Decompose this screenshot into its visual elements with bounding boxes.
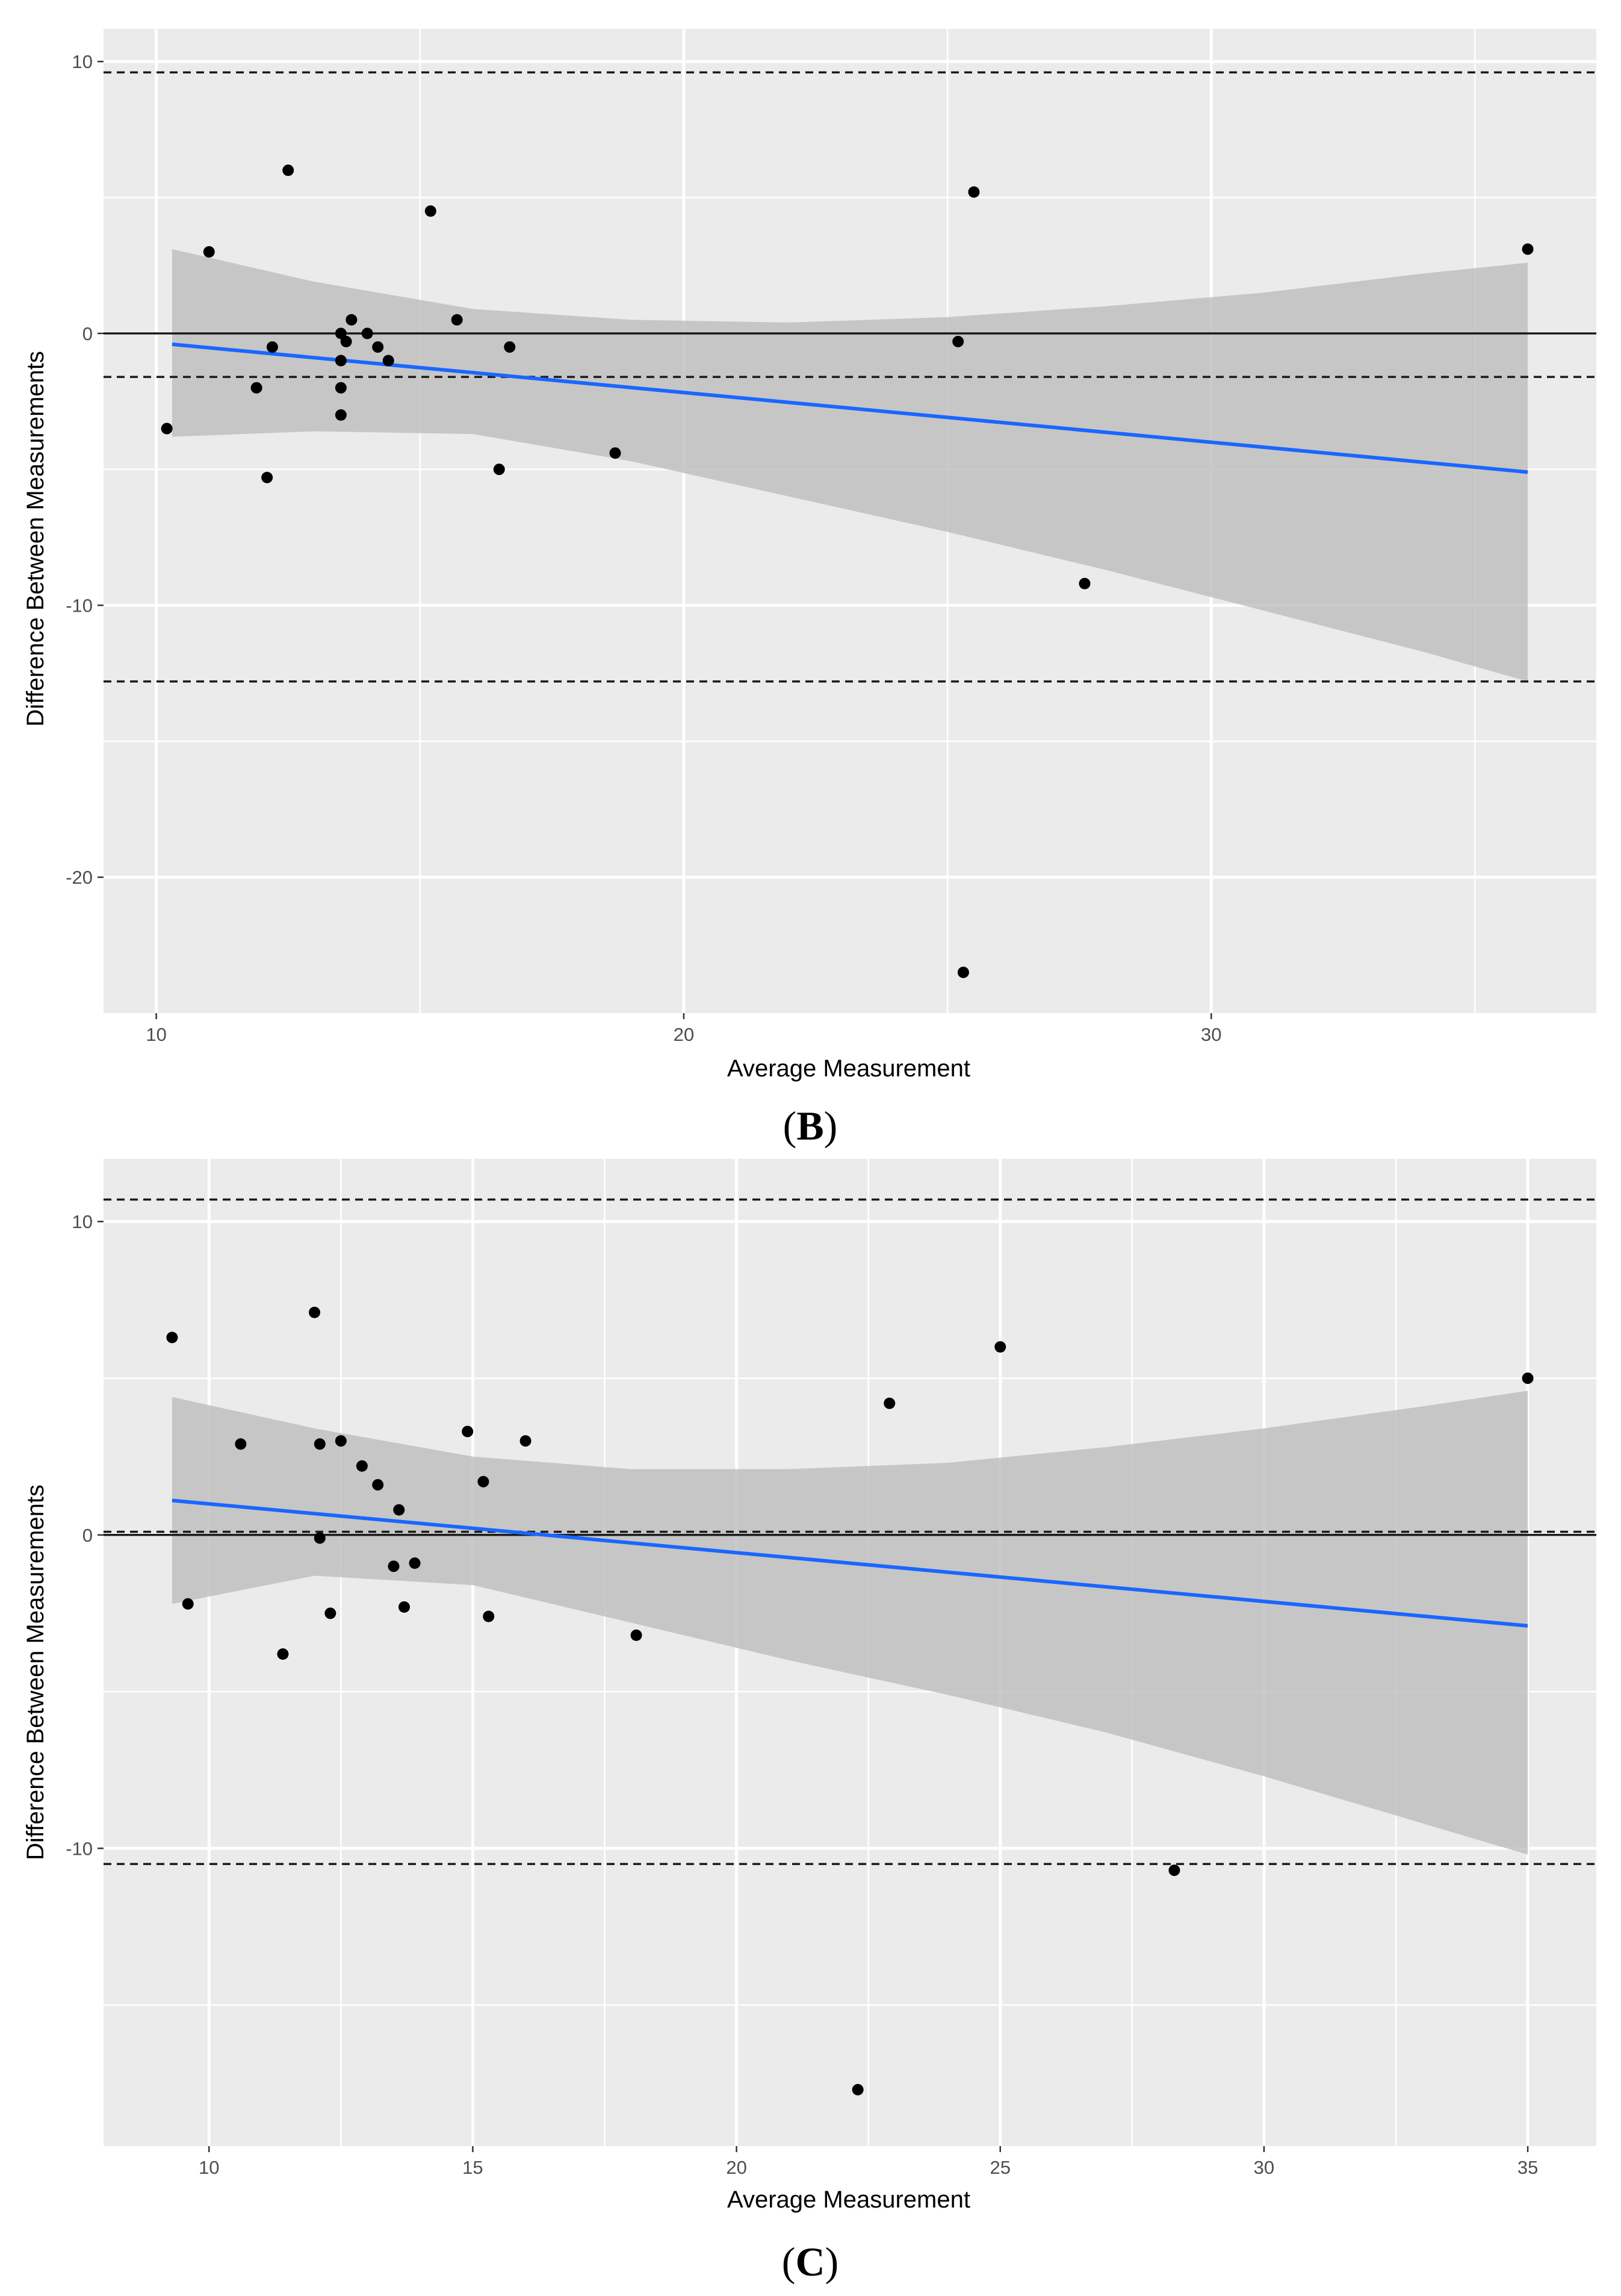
chart-c-point-11	[372, 1478, 384, 1491]
chart-c-point-20	[630, 1629, 642, 1641]
chart-c-point-25	[1522, 1372, 1534, 1384]
chart-b-point-13	[382, 355, 394, 367]
chart-c-point-1	[166, 1332, 178, 1344]
chart-c-point-13	[393, 1504, 405, 1516]
chart-c-point-21	[852, 2083, 864, 2096]
chart-c-point-18	[483, 1610, 495, 1622]
chart-b-confidence-band	[172, 249, 1528, 681]
chart-c-point-22	[884, 1397, 896, 1409]
chart-b-point-10	[361, 327, 373, 340]
chart-b-point-22	[968, 186, 980, 198]
chart-c-x-tick-label: 10	[199, 2157, 219, 2178]
chart-b-xlabel: Average Measurement	[727, 1055, 970, 1082]
chart-c-point-15	[409, 1557, 421, 1569]
chart-c-panel-label: (C)	[782, 2239, 838, 2285]
chart-b: 10 20 30 10 0 -10 -20	[66, 29, 1596, 1045]
chart-c-point-3	[235, 1438, 247, 1450]
chart-c-panel-letter: C	[795, 2239, 825, 2285]
chart-c-point-24	[1168, 1864, 1180, 1876]
chart-b-point-1	[161, 423, 173, 435]
chart-c-regression-line	[172, 1498, 1528, 1628]
chart-c-x-tick-label: 25	[990, 2157, 1011, 2178]
chart-c-x-tick-label: 35	[1517, 2157, 1538, 2178]
chart-b-point-12	[372, 341, 384, 353]
chart-b-point-4	[250, 382, 262, 394]
chart-b-point-7	[335, 327, 347, 340]
chart-c-point-12	[388, 1560, 400, 1572]
chart-c-point-8	[324, 1607, 336, 1619]
chart-b-point-16	[424, 205, 436, 217]
chart-c-point-17	[477, 1475, 489, 1488]
chart-b-x-tick-label: 20	[674, 1024, 694, 1045]
chart-c-x-tick-label: 30	[1254, 2157, 1274, 2178]
chart-b-point-18	[493, 464, 505, 476]
svg-text:(C): (C)	[782, 2239, 838, 2285]
chart-c-confidence-band	[172, 1391, 1528, 1855]
chart-b-ylabel: Difference Between Measurements	[22, 351, 49, 727]
chart-c-y-tick-label: 0	[82, 1525, 93, 1546]
chart-b-point-11	[335, 355, 347, 367]
chart-c-point-19	[519, 1435, 532, 1447]
chart-b-point-24	[1079, 577, 1091, 589]
chart-b-y-tick-label: 0	[82, 323, 93, 344]
chart-b-y-tick-label: 10	[72, 51, 93, 72]
chart-b-panel-label: (B)	[783, 1103, 838, 1149]
chart-c-point-9	[335, 1435, 347, 1447]
chart-c-point-4	[277, 1648, 289, 1660]
chart-b-regression-line	[172, 342, 1528, 474]
chart-b-x-tick-label: 30	[1201, 1024, 1221, 1045]
chart-b-point-21	[952, 335, 964, 347]
chart-b-y-tick-label: -10	[66, 595, 93, 616]
chart-c-point-23	[994, 1341, 1006, 1353]
chart-b-point-6	[261, 471, 273, 483]
chart-c-point-2	[182, 1598, 194, 1610]
chart-c-y-tick-label: -10	[66, 1838, 93, 1859]
chart-b-point-15	[335, 409, 347, 421]
chart-c-ylabel: Difference Between Measurements	[22, 1485, 49, 1860]
chart-c-point-6	[314, 1438, 326, 1450]
chart-c-xlabel: Average Measurement	[727, 2186, 970, 2213]
chart-b-point-17	[451, 314, 463, 326]
svg-text:(B): (B)	[783, 1103, 838, 1149]
chart-b-point-20	[609, 447, 621, 459]
chart-b-point-19	[504, 341, 516, 353]
chart-b-point-8	[340, 335, 352, 347]
chart-c-point-14	[398, 1601, 411, 1613]
chart-b-point-25	[1522, 243, 1534, 255]
chart-b-point-2	[203, 246, 215, 258]
chart-b-point-23	[957, 966, 969, 978]
chart-b-point-5	[266, 341, 278, 353]
chart-b-y-tick-label: -20	[66, 867, 93, 888]
chart-c-y-tick-label: 10	[72, 1211, 93, 1232]
chart-b-point-3	[282, 164, 294, 176]
chart-b-x-tick-label: 10	[146, 1024, 166, 1045]
chart-c-point-10	[356, 1460, 368, 1472]
chart-b-panel-letter: B	[796, 1103, 823, 1149]
chart-c: 10 15 20 25 30 35 10 0 -10	[66, 1159, 1596, 2178]
chart-c-x-tick-label: 20	[726, 2157, 746, 2178]
chart-b-point-9	[346, 314, 358, 326]
chart-c-point-7	[314, 1532, 326, 1544]
chart-c-point-5	[309, 1306, 321, 1318]
chart-c-x-tick-label: 15	[462, 2157, 483, 2178]
chart-c-point-16	[462, 1426, 474, 1438]
chart-b-point-14	[335, 382, 347, 394]
